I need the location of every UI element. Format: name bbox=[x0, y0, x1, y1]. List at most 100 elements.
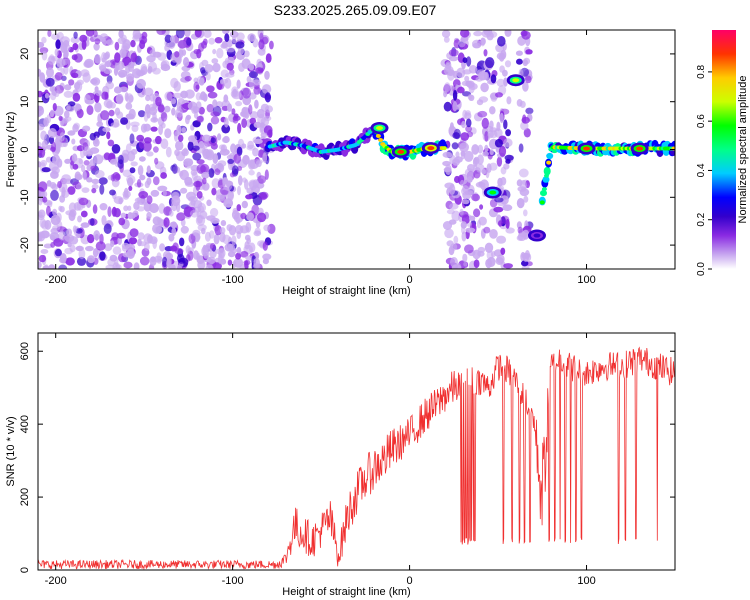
noise-blob bbox=[212, 48, 217, 55]
noise-blob bbox=[180, 225, 189, 234]
noise-blob bbox=[201, 134, 212, 142]
noise-blob bbox=[133, 201, 140, 210]
noise-blob bbox=[461, 199, 470, 205]
noise-blob bbox=[111, 144, 121, 154]
noise-blob bbox=[81, 164, 86, 173]
noise-blob bbox=[464, 244, 474, 254]
noise-blob bbox=[193, 250, 199, 260]
noise-blob bbox=[127, 150, 136, 162]
noise-blob bbox=[251, 204, 260, 216]
noise-blob bbox=[149, 256, 157, 266]
noise-blob bbox=[223, 94, 229, 103]
noise-blob bbox=[247, 159, 256, 170]
noise-blob bbox=[214, 225, 222, 236]
noise-blob bbox=[195, 92, 202, 101]
noise-blob bbox=[102, 127, 111, 133]
noise-blob bbox=[45, 77, 55, 87]
noise-blob bbox=[205, 149, 215, 161]
noise-blob bbox=[101, 215, 107, 226]
noise-blob bbox=[38, 105, 45, 116]
noise-blob bbox=[64, 158, 71, 164]
noise-blob bbox=[41, 36, 47, 44]
noise-blob bbox=[130, 121, 140, 127]
noise-blob bbox=[38, 41, 45, 48]
noise-blob bbox=[118, 154, 124, 165]
noise-blob bbox=[253, 159, 263, 165]
noise-blob bbox=[211, 187, 217, 196]
noise-blob bbox=[505, 227, 515, 234]
noise-blob bbox=[89, 132, 97, 141]
signal-halo bbox=[546, 152, 554, 160]
noise-blob bbox=[496, 121, 501, 132]
noise-blob bbox=[208, 168, 215, 178]
noise-blob bbox=[253, 230, 262, 237]
noise-blob bbox=[210, 217, 220, 224]
noise-blob bbox=[110, 240, 115, 248]
noise-blob bbox=[46, 114, 52, 124]
noise-blob bbox=[523, 209, 528, 217]
noise-blob bbox=[38, 123, 45, 131]
spectrogram-ytick-label: 0 bbox=[19, 146, 31, 152]
noise-blob bbox=[126, 248, 135, 259]
colorbar-tick-label: 0.2 bbox=[696, 212, 707, 226]
noise-blob bbox=[65, 257, 75, 266]
noise-blob bbox=[192, 152, 202, 161]
noise-blob bbox=[525, 49, 533, 55]
noise-blob bbox=[64, 110, 70, 119]
noise-blob bbox=[178, 134, 184, 142]
noise-blob bbox=[503, 163, 510, 170]
noise-blob bbox=[157, 185, 168, 192]
noise-blob bbox=[472, 39, 482, 49]
noise-blob bbox=[254, 99, 259, 109]
noise-blob bbox=[249, 79, 255, 90]
noise-blob bbox=[236, 146, 243, 156]
noise-blob bbox=[196, 163, 206, 175]
noise-blob bbox=[54, 72, 63, 81]
noise-blob bbox=[93, 230, 101, 241]
noise-blob bbox=[160, 63, 171, 72]
noise-blob bbox=[516, 58, 523, 65]
noise-blob bbox=[63, 90, 74, 98]
noise-blob bbox=[52, 225, 61, 231]
noise-blob bbox=[202, 177, 207, 185]
noise-blob bbox=[84, 94, 91, 104]
noise-blob bbox=[158, 124, 164, 136]
noise-blob bbox=[249, 117, 257, 125]
noise-blob bbox=[90, 218, 95, 226]
noise-blob bbox=[447, 69, 455, 81]
noise-blob bbox=[134, 32, 143, 39]
noise-blob bbox=[203, 30, 212, 38]
noise-blob bbox=[76, 256, 87, 266]
noise-blob bbox=[107, 139, 115, 147]
noise-blob bbox=[164, 91, 173, 101]
noise-blob bbox=[169, 210, 174, 217]
noise-blob bbox=[262, 36, 269, 45]
noise-blob bbox=[175, 140, 184, 151]
noise-blob bbox=[499, 65, 505, 73]
noise-blob bbox=[228, 225, 237, 236]
noise-blob bbox=[489, 162, 498, 171]
noise-blob bbox=[519, 100, 526, 108]
signal-core bbox=[541, 187, 547, 192]
snr-series-line bbox=[38, 346, 675, 570]
noise-blob bbox=[171, 227, 177, 236]
noise-blob bbox=[223, 117, 229, 128]
noise-blob bbox=[465, 125, 472, 133]
noise-blob bbox=[96, 121, 104, 127]
noise-blob bbox=[211, 178, 220, 189]
noise-blob bbox=[66, 228, 72, 237]
noise-blob bbox=[269, 40, 274, 50]
noise-blob bbox=[75, 245, 84, 251]
noise-blob bbox=[157, 104, 165, 113]
noise-blob bbox=[523, 57, 531, 65]
noise-blob bbox=[496, 235, 507, 244]
noise-blob bbox=[129, 167, 136, 174]
noise-blob bbox=[206, 85, 215, 93]
noise-blob bbox=[521, 265, 530, 269]
noise-blob bbox=[38, 145, 43, 156]
noise-blob bbox=[454, 156, 463, 163]
noise-blob bbox=[456, 67, 466, 79]
noise-blob bbox=[68, 79, 75, 86]
spectrogram-xlabel: Height of straight line (km) bbox=[282, 285, 410, 297]
noise-blob bbox=[58, 115, 63, 121]
